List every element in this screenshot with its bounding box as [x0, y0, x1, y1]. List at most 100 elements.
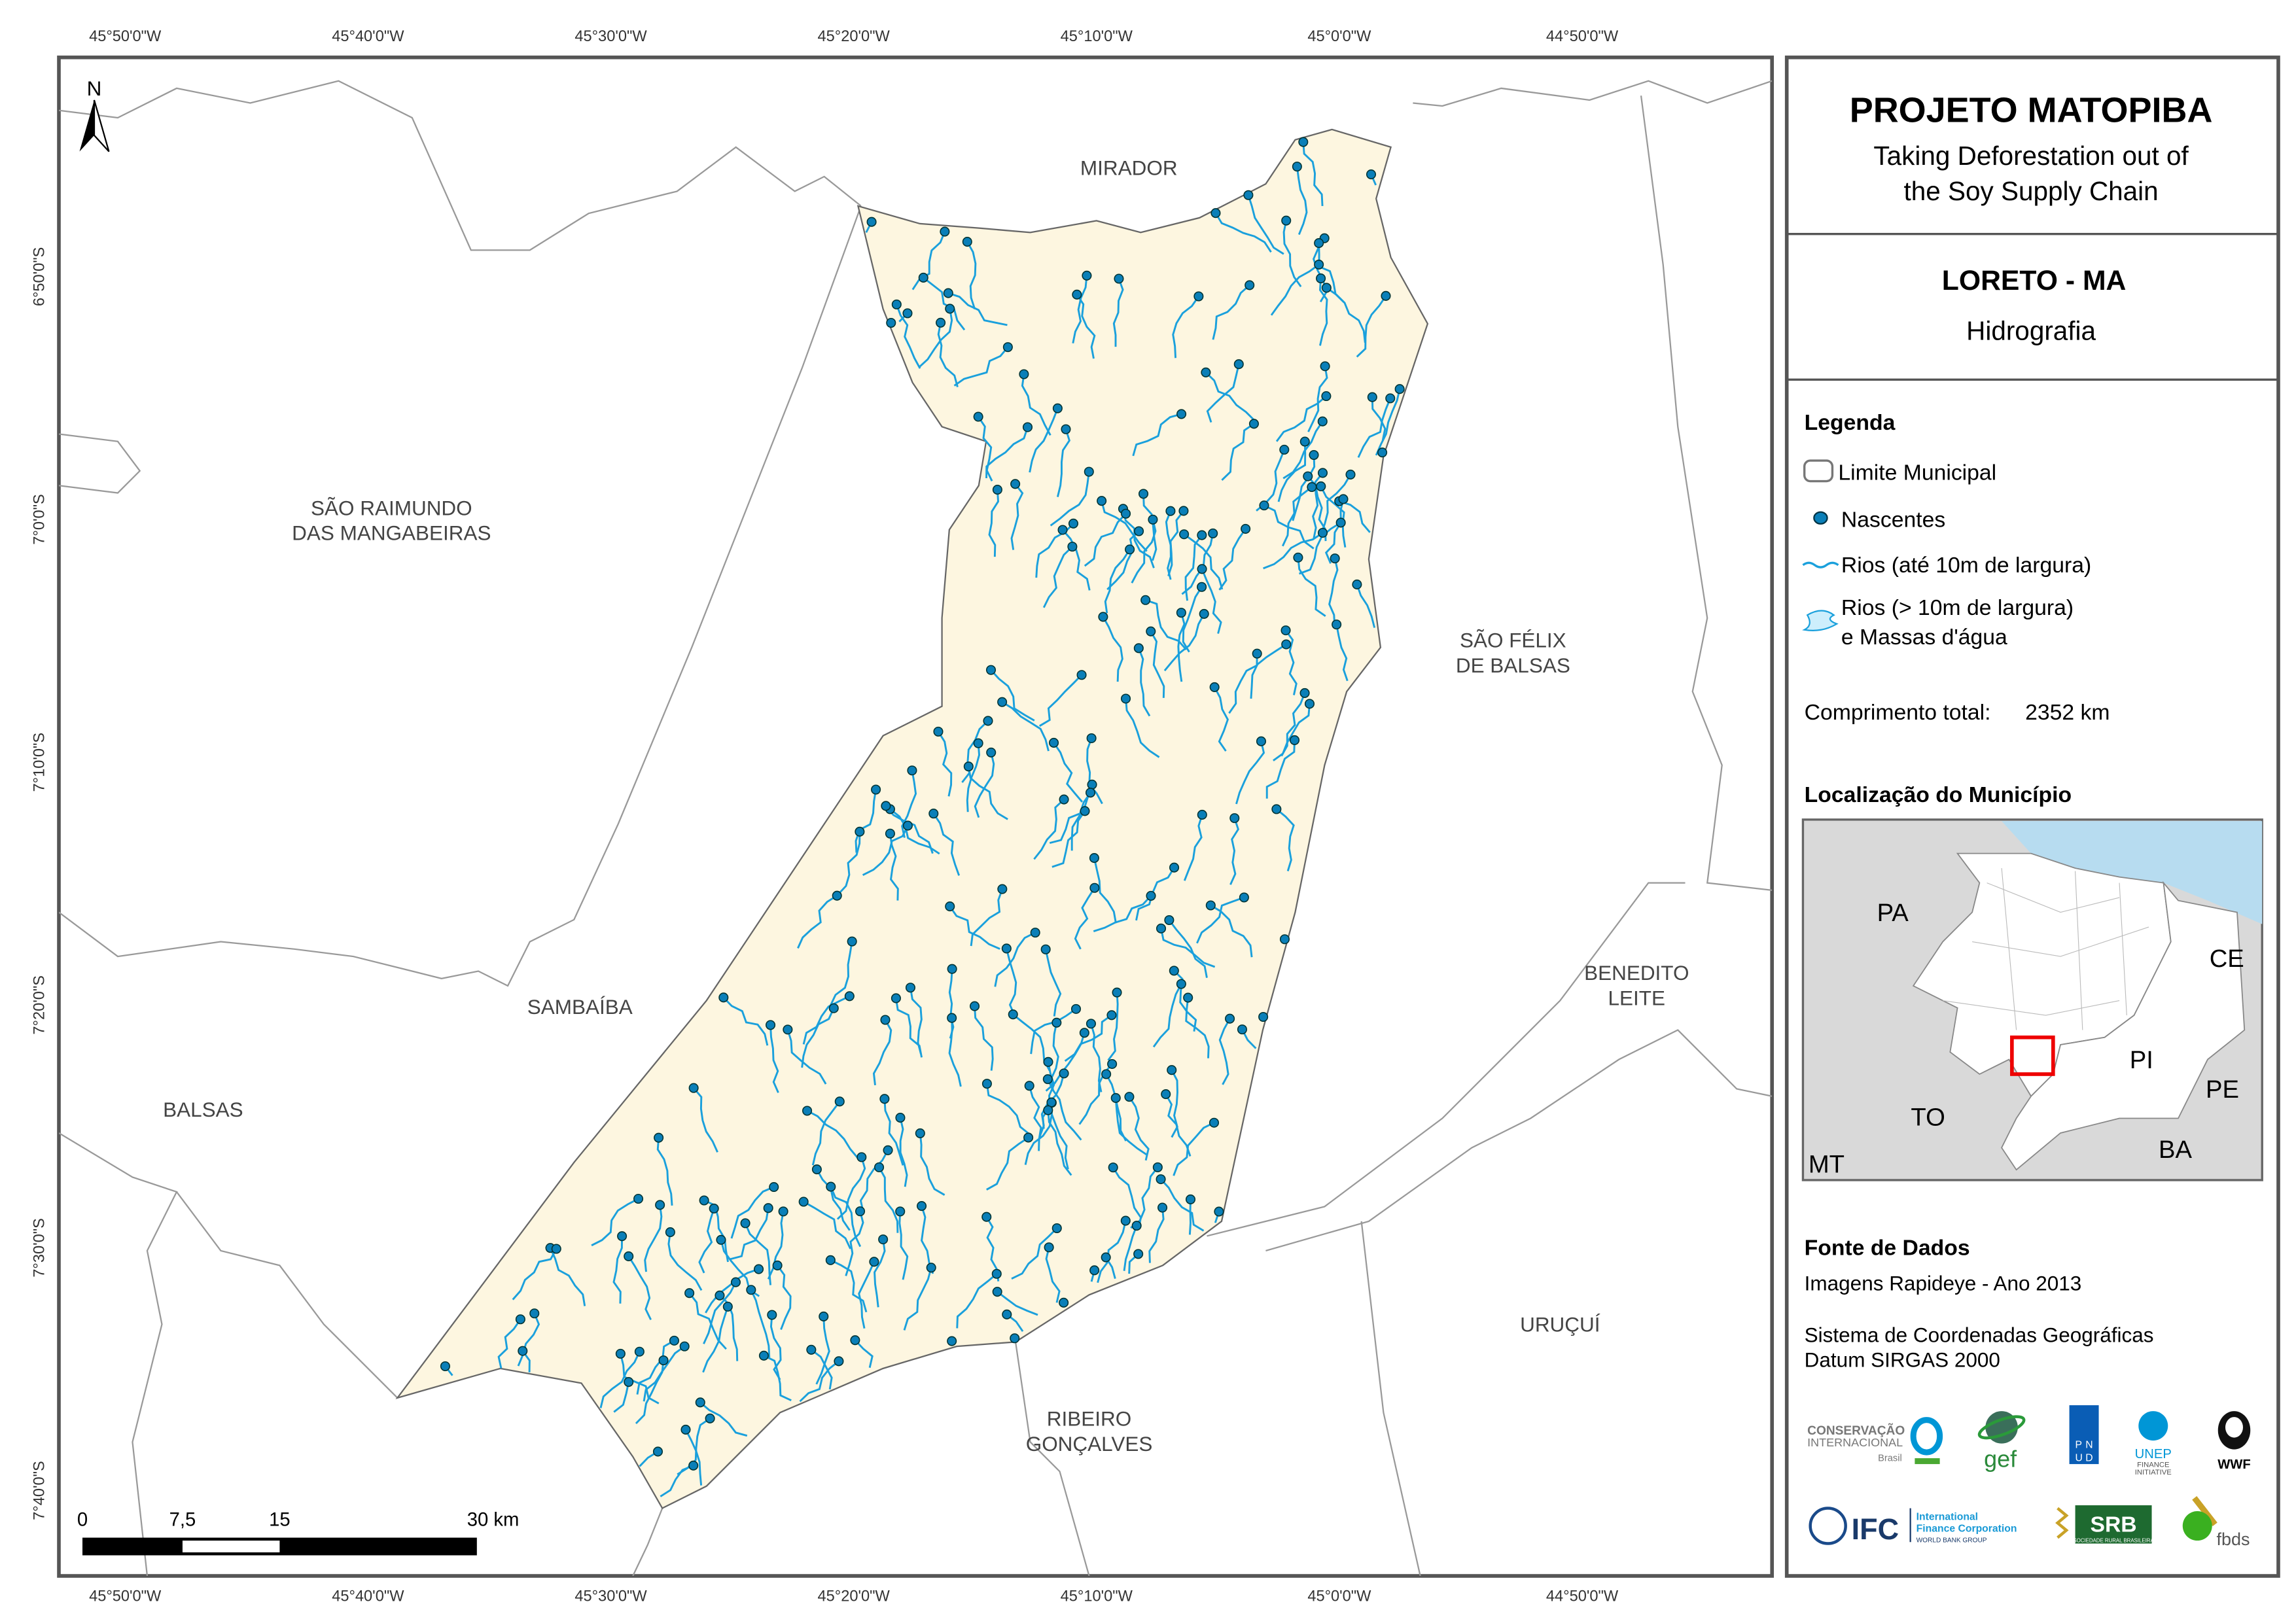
river-segment [1050, 1102, 1069, 1170]
river-segment [845, 1211, 864, 1276]
river-segment [643, 1345, 686, 1402]
river-segment [599, 1351, 641, 1408]
river-segment [1028, 1085, 1042, 1151]
inset-label: MT [1809, 1151, 1845, 1179]
river-segment [627, 1255, 652, 1321]
river-segment [1125, 698, 1160, 758]
river-segment [1104, 549, 1131, 614]
river-segment [801, 1007, 835, 1068]
river-segment [549, 1248, 586, 1306]
spring-point [1292, 162, 1302, 172]
river-segment [1171, 1070, 1178, 1138]
spring-point [936, 317, 946, 328]
spring-point [1243, 190, 1254, 200]
spring-point [986, 747, 997, 758]
spring-point [1019, 369, 1029, 379]
spring-point [1067, 542, 1078, 552]
spring-point [1338, 494, 1349, 504]
river-segment [1128, 1096, 1150, 1161]
source-imagery: Imagens Rapideye - Ano 2013 [1805, 1272, 2082, 1295]
river-segment [956, 1273, 998, 1329]
spring-point [1176, 979, 1186, 989]
river-segment [693, 1087, 718, 1153]
spring-point [772, 1260, 783, 1270]
river-segment [1033, 798, 1065, 860]
spring-point [1146, 626, 1156, 637]
river-segment [1247, 194, 1284, 255]
panel-title: PROJETO MATOPIBA [1850, 91, 2213, 130]
spring-point [1080, 806, 1090, 816]
spring-point [1320, 361, 1330, 372]
logo-pnud: P N U D [2069, 1405, 2099, 1465]
river-segment [1051, 810, 1086, 868]
spring-point [997, 697, 1008, 707]
spring-point [699, 1195, 709, 1206]
spring-point [1086, 1019, 1096, 1029]
label-mirador: MIRADOR [1080, 156, 1178, 180]
spring-point [973, 411, 983, 422]
spring-point [1167, 1065, 1177, 1075]
river-segment [1131, 519, 1157, 584]
river-segment [1185, 997, 1210, 1058]
spring-point [715, 1290, 725, 1300]
river-segment [1212, 284, 1250, 340]
spring-point [891, 993, 901, 1003]
svg-text:INTERNACIONAL: INTERNACIONAL [1807, 1436, 1903, 1449]
spring-point [1107, 1058, 1118, 1070]
svg-text:FINANCE: FINANCE [2137, 1461, 2170, 1469]
river-segment [1270, 264, 1320, 316]
spring-point [943, 288, 953, 298]
label-sao-raimundo-2: DAS MANGABEIRAS [292, 521, 491, 545]
river-segment [1284, 629, 1298, 695]
spring-point [1084, 466, 1094, 477]
spring-point [1124, 1092, 1135, 1102]
spring-point [1043, 1105, 1053, 1115]
spring-point [1070, 1003, 1082, 1014]
river-segment [910, 987, 923, 1055]
spring-point [654, 1132, 664, 1143]
river-segment [591, 1198, 639, 1247]
river-segment [997, 1291, 1038, 1316]
river-segment [803, 1200, 852, 1249]
spring-point [940, 226, 950, 237]
river-segment [878, 1166, 899, 1233]
source-crs: Sistema de Coordenadas Geográficas [1805, 1323, 2154, 1346]
spring-point [1010, 479, 1021, 489]
river-segment [1296, 166, 1308, 236]
spring-point [1098, 612, 1108, 622]
spring-point [819, 1311, 829, 1322]
spring-point [907, 765, 917, 776]
spring-point [1176, 409, 1187, 419]
spring-point [992, 485, 1002, 495]
scale-label: 7,5 [169, 1510, 196, 1531]
spring-point [855, 1206, 866, 1217]
spring-point [1089, 882, 1100, 893]
spring-point [1178, 506, 1189, 516]
spring-point [945, 901, 955, 912]
total-length-label: Comprimento total: [1805, 700, 1991, 725]
spring-point [655, 1200, 665, 1210]
river-segment [1357, 398, 1392, 458]
spring-point [1197, 530, 1207, 540]
inset-location-map: PA CE PI PE TO BA MT [1801, 818, 2263, 1181]
river-segment [923, 277, 966, 331]
river-segment [730, 1208, 769, 1261]
spring-point [730, 1277, 741, 1287]
river-segment [977, 416, 993, 481]
spring-point [1051, 1017, 1062, 1028]
spring-point [1140, 595, 1151, 605]
svg-text:International: International [1916, 1512, 1978, 1523]
spring-point [1059, 794, 1069, 805]
spring-point [766, 1020, 776, 1030]
river-segment [1318, 278, 1328, 346]
spring-point [895, 1113, 906, 1123]
label-sao-felix-2: DE BALSAS [1456, 654, 1570, 677]
rivers-layer [444, 141, 1401, 1497]
river-segment [1093, 895, 1152, 932]
spring-point [1043, 1056, 1053, 1067]
logo-unep-fi: UNEP FINANCE INITIATIVE [2135, 1411, 2172, 1476]
river-segment [1371, 397, 1386, 441]
spring-point [1280, 625, 1291, 636]
spring-point [783, 1024, 793, 1035]
river-segment [811, 1100, 841, 1166]
